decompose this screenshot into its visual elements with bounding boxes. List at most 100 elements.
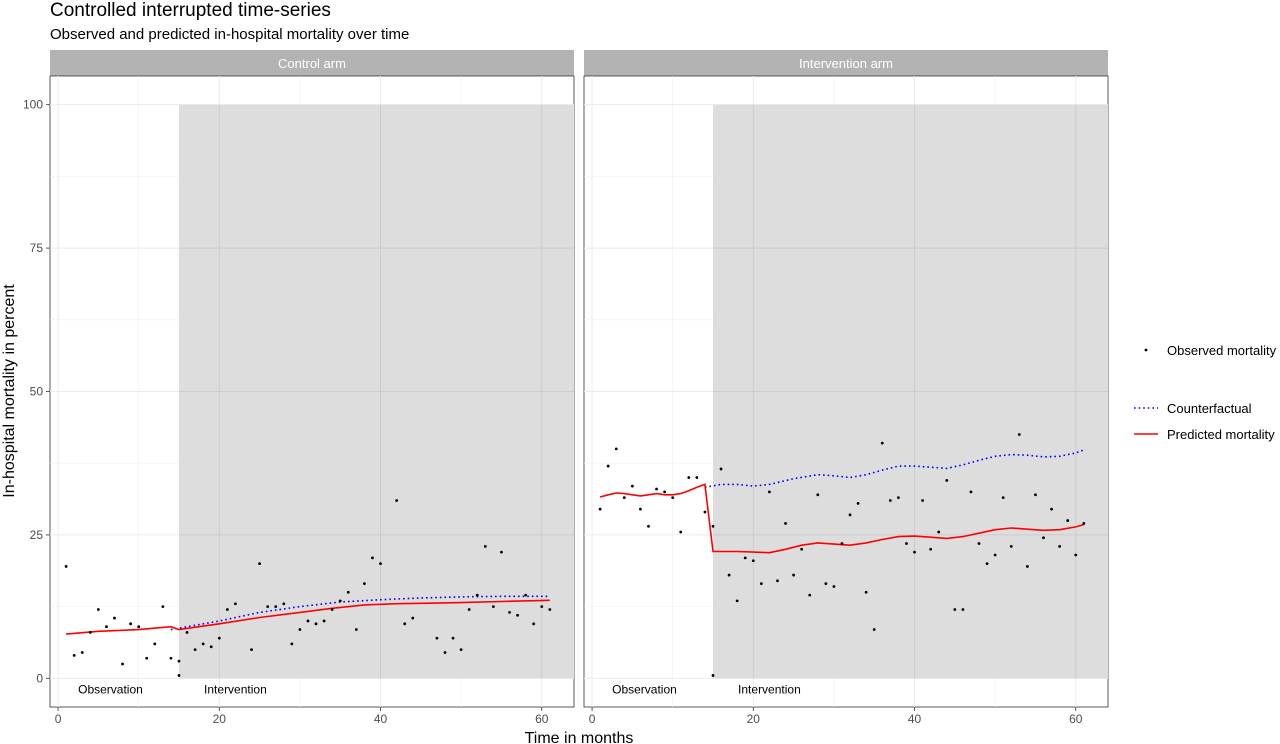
observed-point	[768, 490, 771, 494]
observed-point	[451, 636, 455, 640]
observed-point	[209, 645, 213, 649]
observed-point	[475, 593, 479, 597]
observed-point	[864, 590, 868, 594]
observed-point	[105, 625, 108, 629]
observed-point	[322, 619, 326, 623]
observed-point	[1074, 553, 1078, 557]
observed-point	[500, 550, 503, 554]
observed-point	[1017, 433, 1021, 436]
observed-point	[630, 484, 634, 488]
observed-point	[784, 522, 787, 525]
observed-point	[532, 622, 536, 626]
observed-point	[137, 625, 141, 629]
observed-point	[338, 599, 342, 603]
observed-point	[913, 550, 916, 554]
observed-point	[459, 648, 463, 652]
observed-point	[905, 542, 908, 545]
observed-point	[274, 605, 278, 609]
x-axis-label: Time in months	[525, 730, 634, 744]
observed-point	[314, 622, 318, 626]
observed-point	[606, 464, 610, 468]
observed-point	[64, 565, 68, 568]
observed-point	[695, 476, 699, 479]
observed-point	[969, 490, 973, 494]
facet-strip	[50, 50, 574, 76]
observed-point	[290, 642, 294, 646]
facet-panels: Control arm Observation Intervention 0 20 40 6…	[23, 50, 1109, 726]
observed-point	[403, 622, 407, 626]
observed-point	[1025, 565, 1029, 568]
observed-point	[88, 631, 92, 634]
predicted-line	[66, 599, 550, 635]
observed-point	[129, 622, 133, 626]
observed-point	[1058, 544, 1062, 548]
y-tick-label: 0	[36, 671, 43, 685]
observed-point	[371, 556, 374, 560]
observed-point	[483, 544, 487, 548]
y-tick-label: 75	[30, 241, 44, 255]
observed-point	[306, 619, 310, 623]
observed-point	[234, 602, 237, 606]
observed-point	[177, 674, 181, 677]
observed-point	[703, 510, 707, 514]
observed-point	[945, 479, 949, 482]
observed-point	[639, 507, 642, 511]
observed-point	[1082, 522, 1086, 525]
period-label: Observation	[78, 682, 143, 696]
observed-point	[540, 605, 544, 609]
observed-point	[985, 562, 989, 565]
observed-point	[201, 642, 205, 646]
observed-point	[800, 547, 804, 551]
observed-point	[993, 553, 997, 557]
observed-point	[808, 593, 812, 597]
observed-point	[953, 608, 957, 611]
observed-point	[735, 599, 739, 603]
observed-point	[395, 499, 399, 502]
y-axis-label: In-hospital mortality in percent	[1, 284, 18, 498]
observed-point	[250, 648, 253, 652]
observed-point	[888, 499, 892, 502]
observed-point	[647, 524, 650, 528]
y-tick-label: 25	[30, 528, 44, 542]
observed-point	[346, 590, 350, 594]
observed-point	[711, 674, 715, 677]
observed-point	[516, 613, 519, 617]
observed-point	[330, 608, 334, 611]
observed-point	[1001, 496, 1005, 500]
observed-point	[443, 651, 447, 654]
facet-strip-label: Intervention arm	[799, 56, 893, 71]
observed-point	[225, 608, 229, 611]
chart-subtitle: Observed and predicted in-hospital morta…	[50, 26, 409, 43]
observed-point	[937, 530, 941, 534]
observed-point	[671, 496, 675, 500]
observed-point	[282, 602, 286, 606]
observed-point	[1042, 536, 1045, 540]
observed-point	[1009, 544, 1013, 548]
observed-point	[711, 524, 715, 528]
legend-label-observed: Observed mortality	[1167, 343, 1277, 358]
observed-point	[161, 605, 165, 609]
observed-point	[435, 636, 439, 640]
observed-point	[524, 593, 528, 597]
x-tick-label: 20	[747, 712, 761, 726]
observed-point	[169, 656, 173, 660]
facet-strip	[584, 50, 1108, 76]
observed-point	[824, 582, 828, 586]
panel-intervention: Intervention arm Observation Intervention 0…	[583, 50, 1109, 726]
period-label: Intervention	[738, 682, 801, 696]
observed-point	[508, 610, 511, 614]
observed-point	[298, 628, 302, 631]
observed-point	[897, 496, 900, 500]
observed-point	[759, 582, 763, 586]
observed-point	[880, 441, 884, 445]
observed-point	[80, 651, 84, 654]
observed-point	[548, 608, 552, 611]
observed-point	[792, 573, 795, 577]
observed-point	[776, 579, 779, 583]
observed-point	[856, 501, 860, 505]
observed-point	[622, 496, 626, 500]
observed-point	[411, 616, 415, 620]
observed-point	[193, 648, 197, 652]
observed-point	[363, 582, 366, 586]
